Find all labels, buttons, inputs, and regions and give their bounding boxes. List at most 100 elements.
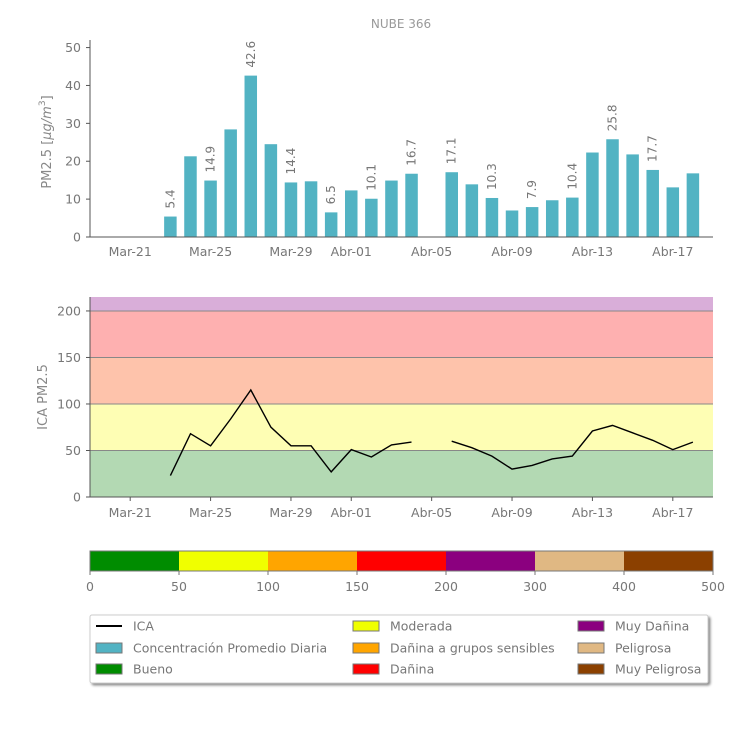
- ylabel-main: PM2.5 [: [40, 140, 55, 189]
- bar: [666, 187, 680, 237]
- bar-x-tick-label: Abr-17: [652, 244, 693, 259]
- legend-color-swatch: [95, 642, 123, 654]
- ica-line-segment: [451, 424, 694, 470]
- legend-item-label: Peligrosa: [615, 641, 671, 656]
- legend-item-label: Concentración Promedio Diaria: [133, 641, 327, 656]
- bar: [284, 182, 298, 237]
- line-x-tick-label: Mar-29: [269, 505, 312, 520]
- colorbar-tick-label: 100: [256, 579, 280, 594]
- ica-band: [90, 297, 713, 311]
- bar-x-tick-label: Abr-13: [572, 244, 613, 259]
- bar: [485, 197, 499, 237]
- bar: [345, 190, 358, 237]
- bar: [244, 75, 258, 237]
- legend-item-label: Bueno: [133, 662, 173, 677]
- bar: [646, 169, 659, 237]
- line-y-tick-label: 50: [65, 443, 81, 458]
- legend-color-swatch: [577, 642, 605, 654]
- legend-item-label: Dañina a grupos sensibles: [390, 641, 555, 656]
- colorbar-segment: [268, 551, 357, 571]
- colorbar-segment: [90, 551, 179, 571]
- ica-band: [90, 357, 713, 404]
- bar: [324, 212, 338, 237]
- line-x-tick-label: Abr-13: [572, 505, 613, 520]
- colorbar-frame: [89, 550, 714, 572]
- bar: [264, 144, 278, 237]
- bar-data-label: 10.1: [364, 164, 378, 191]
- line-x-tick-label: Abr-01: [331, 505, 372, 520]
- bar: [184, 156, 197, 237]
- bar-data-label: 17.7: [646, 135, 660, 162]
- legend-color-swatch: [577, 663, 605, 675]
- ica-band: [90, 310, 713, 358]
- bar-data-label: 10.4: [565, 163, 579, 190]
- bar-data-label: 5.4: [163, 189, 177, 208]
- line-x-tick-label: Mar-21: [109, 505, 152, 520]
- bar: [686, 173, 700, 237]
- bar: [566, 197, 579, 237]
- legend-color-swatch: [352, 642, 380, 654]
- ylabel-sup: 3: [38, 100, 48, 106]
- line-y-tick-label: 150: [57, 350, 81, 365]
- bar-y-tick-label: 30: [65, 116, 81, 131]
- bar-data-label: 16.7: [405, 139, 419, 166]
- bar: [224, 129, 237, 237]
- ylabel-close: ]: [40, 95, 55, 100]
- colorbar-tick-label: 400: [612, 579, 636, 594]
- colorbar-segment: [179, 551, 268, 571]
- legend-color-swatch: [352, 663, 380, 675]
- bar-y-tick-label: 10: [65, 192, 81, 207]
- bar: [445, 172, 458, 237]
- bar: [525, 207, 539, 237]
- chart-title: NUBE 366: [371, 17, 431, 31]
- bar-x-tick-label: Abr-05: [411, 244, 452, 259]
- line-x-tick-label: Abr-05: [411, 505, 452, 520]
- legend-frame: [89, 614, 709, 684]
- bar-y-tick-label: 50: [65, 40, 81, 55]
- bar: [626, 154, 639, 237]
- ica-band: [90, 450, 713, 497]
- bar-data-label: 14.4: [284, 148, 298, 175]
- colorbar-segment: [535, 551, 624, 571]
- bar-y-tick-label: 0: [73, 230, 81, 245]
- line-y-tick-label: 200: [57, 303, 81, 318]
- legend-item-label: Dañina: [390, 662, 434, 677]
- line-x-tick-label: Mar-25: [189, 505, 232, 520]
- line-y-tick-label: 100: [57, 396, 81, 411]
- ica-line-segment: [169, 388, 412, 476]
- colorbar-segment: [357, 551, 446, 571]
- legend-color-swatch: [95, 663, 123, 675]
- bar: [204, 180, 217, 237]
- bar: [164, 216, 177, 237]
- line-y-axis-label: ICA PM2.5: [36, 364, 51, 430]
- legend-color-swatch: [352, 620, 380, 632]
- colorbar-tick-label: 0: [86, 579, 94, 594]
- bar-y-axis-label: PM2.5 [μg/m3]: [38, 95, 55, 188]
- ica-band: [90, 403, 713, 451]
- bar: [505, 210, 519, 237]
- ylabel-unit: μg/m: [40, 106, 55, 141]
- bar: [365, 198, 378, 237]
- colorbar-segment: [446, 551, 535, 571]
- bar: [405, 173, 418, 237]
- colorbar-tick-label: 300: [523, 579, 547, 594]
- colorbar-tick-label: 50: [171, 579, 187, 594]
- bar-x-tick-label: Abr-09: [491, 244, 532, 259]
- colorbar-tick-label: 150: [345, 579, 369, 594]
- bar: [385, 180, 398, 237]
- bar: [465, 184, 479, 237]
- bar-x-tick-label: Abr-01: [331, 244, 372, 259]
- bar-data-label: 25.8: [606, 105, 620, 132]
- legend-item-label: ICA: [133, 619, 154, 634]
- bar: [304, 181, 318, 237]
- pm25-bar-chart: 5.4 14.9 42.6 14.4 6.5 10.1 16.7 17.1 10.3 7.9 10.…: [65, 40, 713, 259]
- bar: [586, 152, 599, 237]
- colorbar-segment: [624, 551, 713, 571]
- legend-color-swatch: [577, 620, 605, 632]
- legend-item-label: Muy Dañina: [615, 619, 689, 634]
- legend-item-label: Moderada: [390, 619, 452, 634]
- line-x-tick-label: Abr-17: [652, 505, 693, 520]
- ica-colorbar: 0 50 100 150 200 300 400 500: [86, 550, 725, 594]
- bar-data-label: 42.6: [244, 41, 258, 68]
